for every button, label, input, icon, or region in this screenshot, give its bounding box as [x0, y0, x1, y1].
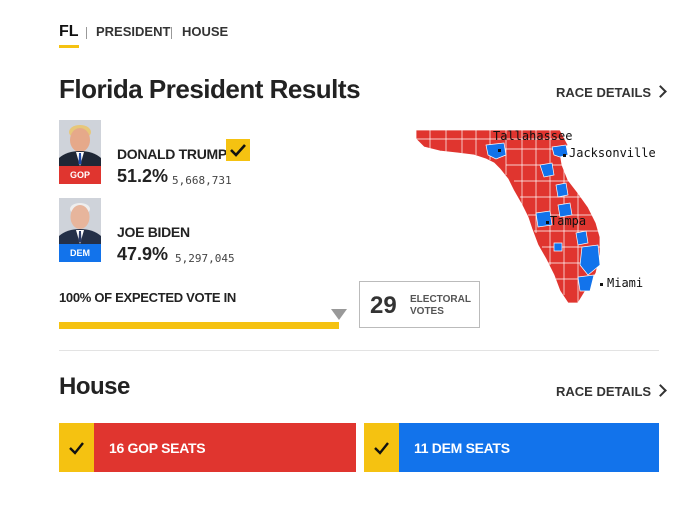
race-details-label: RACE DETAILS: [556, 384, 652, 399]
city-label-tampa: Tampa: [550, 214, 587, 228]
electoral-label-line-1: ELECTORAL: [410, 294, 471, 305]
city-dot-jacksonville: [563, 154, 566, 157]
tab-house[interactable]: HOUSE: [182, 24, 229, 39]
chevron-right-icon: [654, 384, 667, 397]
party-badge-dem: DEM: [59, 244, 101, 262]
party-badge-gop: GOP: [59, 166, 101, 184]
dem-counties: [485, 142, 601, 292]
city-dot-tallahassee: [498, 149, 501, 152]
check-icon: [59, 423, 94, 472]
chevron-right-icon: [654, 85, 667, 98]
candidate-pct-biden: 47.9%: [117, 244, 169, 264]
city-label-jacksonville: Jacksonville: [569, 146, 656, 160]
florida-county-map[interactable]: [410, 125, 665, 305]
city-dot-miami: [600, 283, 603, 286]
house-section-title: House: [59, 373, 130, 400]
tab-separator: [171, 27, 172, 39]
expected-vote-label: 100% OF EXPECTED VOTE IN: [59, 290, 237, 305]
tab-separator: [86, 27, 87, 39]
triangle-marker-icon: [331, 309, 347, 320]
tab-state-fl[interactable]: FL: [59, 23, 79, 48]
candidate-biden: DEM: [59, 198, 101, 262]
candidate-votes-biden: 5,297,045: [175, 252, 235, 265]
page-title: Florida President Results: [59, 74, 361, 104]
electoral-votes-count: 29: [370, 292, 397, 319]
candidate-name-biden: JOE BIDEN: [117, 224, 190, 240]
electoral-votes-box: 29 ELECTORAL VOTES: [359, 281, 480, 328]
electoral-label-line-2: VOTES: [410, 306, 444, 317]
race-details-label: RACE DETAILS: [556, 85, 652, 100]
candidate-votes-trump: 5,668,731: [172, 174, 232, 187]
candidate-photo-biden: [59, 198, 101, 244]
expected-vote-progress-fill: [59, 322, 339, 329]
dem-seats-label: 11 DEM SEATS: [414, 440, 510, 456]
avatar: [59, 120, 101, 166]
electoral-votes-label: ELECTORAL VOTES: [410, 294, 471, 318]
city-label-miami: Miami: [607, 276, 644, 290]
expected-vote-progress: [59, 322, 339, 329]
section-divider: [59, 350, 659, 351]
check-icon: [364, 423, 399, 472]
gop-seats-bar[interactable]: 16 GOP SEATS: [59, 423, 356, 472]
candidate-pct-trump: 51.2%: [117, 166, 169, 186]
city-dot-tampa: [546, 221, 549, 224]
city-label-tallahassee: Tallahassee: [493, 129, 573, 143]
tab-president[interactable]: PRESIDENT: [96, 24, 171, 39]
candidate-name-trump: DONALD TRUMP: [117, 146, 227, 162]
candidate-photo-trump: [59, 120, 101, 166]
gop-seats-label: 16 GOP SEATS: [109, 440, 206, 456]
dem-seats-bar[interactable]: 11 DEM SEATS: [364, 423, 659, 472]
avatar: [59, 198, 101, 244]
candidate-trump: GOP: [59, 120, 101, 184]
president-race-details-link[interactable]: RACE DETAILS: [556, 85, 667, 100]
winner-check-icon: [226, 139, 250, 161]
house-race-details-link[interactable]: RACE DETAILS: [556, 384, 667, 399]
